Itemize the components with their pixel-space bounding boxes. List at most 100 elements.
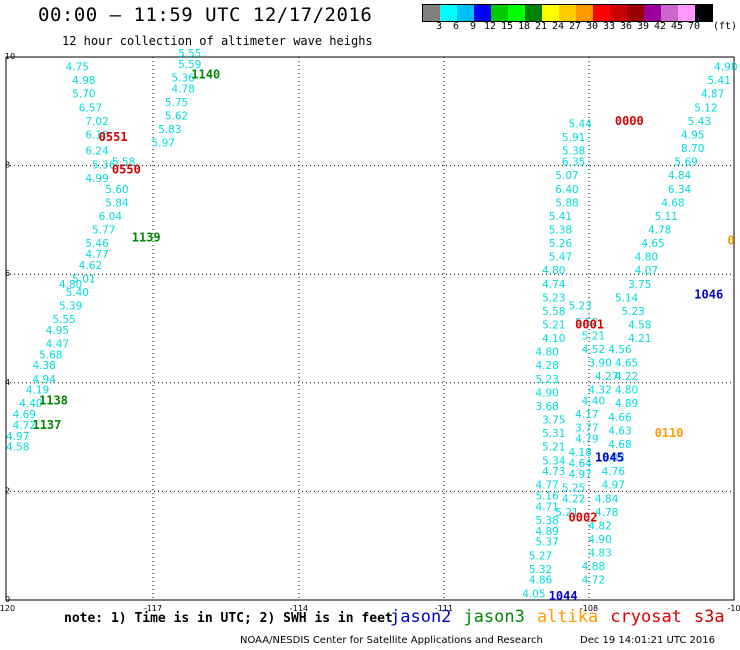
x-tick-label: -117 <box>144 604 162 613</box>
swh-value: 5.01 <box>72 273 95 285</box>
swh-value: 4.47 <box>46 339 69 351</box>
swh-value: 4.72 <box>13 420 36 432</box>
y-tick-label: 2 <box>5 486 10 495</box>
swh-value: 4.80 <box>615 385 638 397</box>
swh-value: 5.59 <box>178 59 201 71</box>
legend-altika: altika <box>536 607 599 627</box>
color-scale-label: 30 <box>585 21 599 32</box>
swh-value: 5.23 <box>535 374 558 386</box>
swh-value: 4.97 <box>6 431 29 443</box>
pass-time-label: 1140 <box>191 68 220 82</box>
color-scale-label: 39 <box>636 21 650 32</box>
swh-value: 5.41 <box>708 75 731 87</box>
color-swatch <box>593 5 610 21</box>
swh-value: 4.58 <box>628 320 651 332</box>
satellite-legend: jason2 jason3 altika cryosat s3a <box>390 607 725 627</box>
pass-time-label: 1044 <box>549 589 578 603</box>
swh-value: 8.70 <box>681 143 704 155</box>
swh-value: 6.34 <box>668 184 692 196</box>
color-swatch <box>423 5 440 21</box>
color-swatch <box>508 5 525 21</box>
color-scale-label: 12 <box>483 21 497 32</box>
swh-value: 5.23 <box>569 300 592 312</box>
color-scale-label: 36 <box>619 21 633 32</box>
page-title: 00:00 — 11:59 UTC 12/17/2016 <box>38 4 373 26</box>
color-scale-label: 42 <box>653 21 667 32</box>
legend-s3a: s3a <box>693 607 725 627</box>
swh-value: 4.07 <box>635 265 658 277</box>
swh-value: 5.58 <box>112 157 135 169</box>
color-swatch <box>559 5 576 21</box>
legend-jason3: jason3 <box>463 607 525 627</box>
swh-value: 4.87 <box>701 89 724 101</box>
swh-value: 4.97 <box>569 469 592 481</box>
color-scale-label: 24 <box>551 21 565 32</box>
swh-value: 5.07 <box>555 170 578 182</box>
swh-value: 5.23 <box>542 292 565 304</box>
swh-value: 4.10 <box>542 333 565 345</box>
swh-value: 6.40 <box>555 184 578 196</box>
swh-value: 5.37 <box>535 537 558 549</box>
swh-value: 4.68 <box>661 197 684 209</box>
swh-value: 4.90 <box>588 534 611 546</box>
swh-value: 4.78 <box>648 224 671 236</box>
color-swatch <box>440 5 457 21</box>
color-swatch <box>576 5 593 21</box>
swh-value: 6.04 <box>99 211 123 223</box>
x-tick-label: -10 <box>727 604 740 613</box>
swh-value: 4.75 <box>66 62 89 74</box>
swh-value: 4.76 <box>602 466 626 478</box>
swh-value: 5.14 <box>615 292 639 304</box>
color-scale-label: 21 <box>534 21 548 32</box>
swh-value: 4.65 <box>615 358 638 370</box>
swh-value: 5.27 <box>529 550 552 562</box>
swh-value: 5.21 <box>582 330 605 342</box>
swh-value: 4.80 <box>535 347 558 359</box>
swh-value: 4.99 <box>85 173 108 185</box>
swh-value: 4.90 <box>714 62 737 74</box>
swh-value: 4.28 <box>535 360 558 372</box>
color-scale-label: 6 <box>452 21 460 32</box>
swh-value: 5.47 <box>549 252 572 264</box>
pass-time-label: 0550 <box>112 163 141 177</box>
swh-value: 5.55 <box>52 314 75 326</box>
swh-value: 4.22 <box>562 493 585 505</box>
swh-value: 5.38 <box>535 515 558 527</box>
swh-value: 4.66 <box>608 412 632 424</box>
swh-value: 4.71 <box>535 501 558 513</box>
swh-value: 4.78 <box>595 507 618 519</box>
swh-value: 4.40 <box>582 396 605 408</box>
swh-value: 4.19 <box>26 385 49 397</box>
swh-value: 4.58 <box>6 442 29 454</box>
x-tick-label: -114 <box>290 604 308 613</box>
swh-value: 5.38 <box>549 224 572 236</box>
swh-value: 5.26 <box>549 238 573 250</box>
color-swatch <box>542 5 559 21</box>
swh-value: 5.77 <box>92 224 115 236</box>
swh-value: 4.56 <box>608 344 632 356</box>
swh-value: 6.15 <box>85 129 108 141</box>
swh-value: 4.32 <box>588 385 611 397</box>
swh-value: 4.82 <box>588 520 611 532</box>
note-text: note: 1) Time is in UTC; 2) SWH is in fe… <box>64 611 393 626</box>
swh-value: 4.90 <box>535 387 558 399</box>
swh-value: 5.16 <box>535 491 559 503</box>
swh-value: 4.89 <box>615 398 638 410</box>
pass-time-label: 0002 <box>569 510 598 524</box>
swh-value: 5.21 <box>542 320 565 332</box>
swh-value: 5.11 <box>655 211 678 223</box>
swh-value: 4.89 <box>535 526 558 538</box>
y-tick-label: 10 <box>5 52 15 61</box>
swh-value: 5.70 <box>72 89 95 101</box>
swh-value: 5.88 <box>555 197 578 209</box>
pass-time-label: 1137 <box>32 418 61 432</box>
swh-value: 5.55 <box>178 48 201 60</box>
swh-value: 4.40 <box>19 398 42 410</box>
swh-value: 5.69 <box>674 157 697 169</box>
swh-value: 4.27 <box>595 371 618 383</box>
swh-value: 5.52 <box>575 317 598 329</box>
pass-time-label: 0000 <box>615 114 644 128</box>
swh-value: 5.39 <box>59 300 82 312</box>
swh-value: 4.78 <box>171 83 194 95</box>
color-scale-unit: (ft) <box>712 21 738 32</box>
